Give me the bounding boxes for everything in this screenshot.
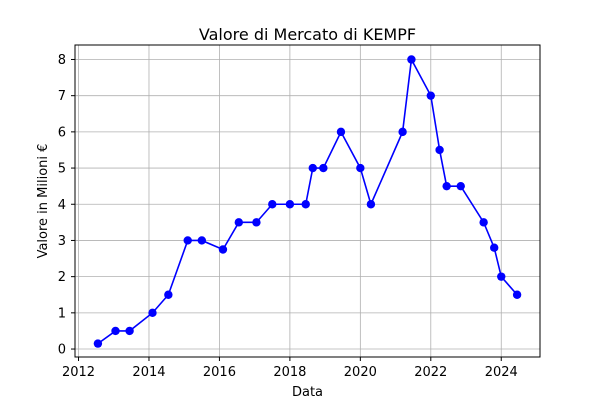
x-tick-label: 2018 [273,365,306,380]
plot-frame [74,44,541,358]
data-point [356,163,365,173]
data-point [218,245,228,254]
series [93,55,522,348]
data-point [93,339,103,348]
y-tick-label: 5 [58,162,66,177]
data-point [183,236,192,245]
y-tick-label: 7 [58,89,66,104]
x-tick-label: 2022 [414,365,447,380]
data-point [308,163,317,173]
data-point [252,218,261,227]
data-point [366,200,376,209]
x-tick-label: 2012 [62,365,95,380]
data-point [479,218,488,227]
data-point [456,181,465,191]
data-point [285,200,295,209]
data-point [164,290,173,299]
data-point [234,218,244,227]
data-point [442,181,451,191]
data-point [319,163,328,173]
ticks: 2012 2014 2016 2018 2020 2022 2024 0 1 2 3 4 5 6 7 8 [58,53,518,380]
y-tick-label: 2 [58,270,66,285]
data-point [148,308,157,318]
y-tick-label: 3 [58,234,66,249]
x-tick-label: 2014 [132,365,165,380]
y-tick-label: 0 [58,343,66,358]
data-point [111,326,120,336]
y-tick-label: 1 [58,306,66,321]
x-tick-label: 2020 [344,365,377,380]
data-point [268,200,277,209]
x-axis-label: Data [292,385,323,400]
y-axis-label: Valore in Milioni € [36,144,51,259]
x-tick-label: 2016 [203,365,236,380]
data-point [301,200,310,209]
data-point [490,243,499,252]
chart-title: Valore di Mercato di KEMPF [199,25,416,44]
series-line [97,56,518,345]
y-tick-label: 8 [58,53,66,68]
x-tick-label: 2024 [485,365,518,380]
y-tick-label: 6 [58,125,66,140]
y-tick-label: 4 [58,198,66,213]
data-point [398,127,407,137]
data-point [407,55,416,64]
data-point [336,127,346,137]
data-point [435,145,444,155]
data-point [426,91,435,100]
data-point [497,272,506,281]
data-point [197,236,207,245]
data-point [512,290,522,299]
data-point [125,326,134,336]
